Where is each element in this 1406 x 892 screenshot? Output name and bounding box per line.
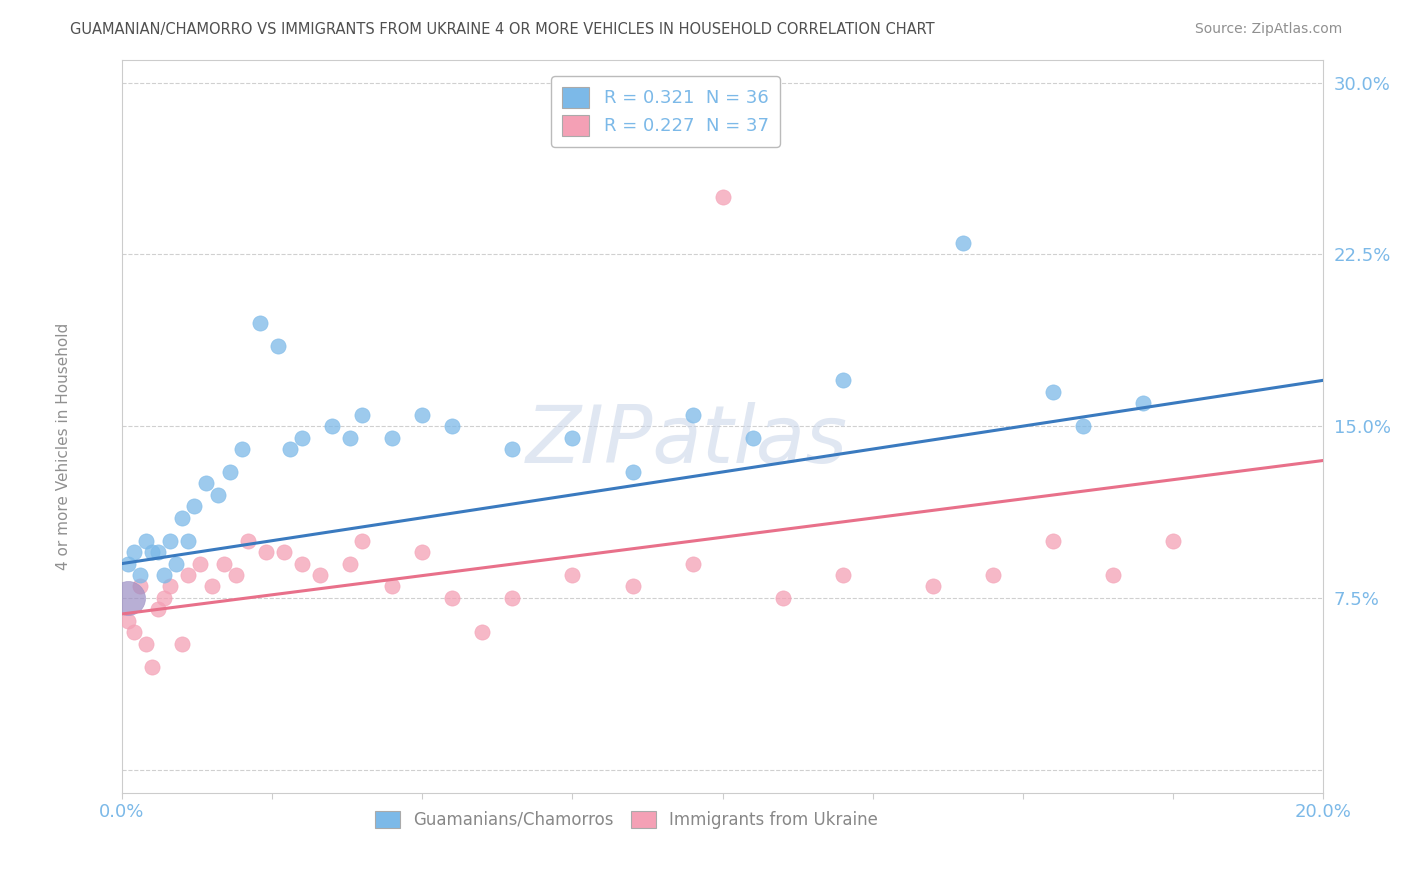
Text: Source: ZipAtlas.com: Source: ZipAtlas.com (1195, 22, 1343, 37)
Point (1102, 568, 1125, 582)
Point (117, 591, 139, 605)
Point (254, 545, 277, 559)
Point (135, 637, 157, 651)
Point (195, 476, 218, 491)
Point (249, 316, 271, 330)
Point (682, 408, 704, 422)
Point (1042, 533, 1064, 548)
Point (129, 579, 152, 593)
Point (183, 500, 205, 514)
Point (141, 545, 163, 559)
Point (1071, 419, 1094, 434)
Text: 4 or more Vehicles in Household: 4 or more Vehicles in Household (56, 322, 70, 570)
Point (141, 659, 163, 673)
Point (441, 419, 464, 434)
Point (831, 373, 853, 387)
Point (122, 545, 145, 559)
Point (225, 568, 247, 582)
Point (561, 568, 583, 582)
Point (267, 339, 290, 353)
Point (339, 557, 361, 571)
Point (621, 579, 644, 593)
Point (117, 614, 139, 628)
Point (309, 568, 332, 582)
Point (621, 465, 644, 479)
Point (981, 568, 1004, 582)
Point (159, 579, 181, 593)
Point (146, 545, 169, 559)
Point (188, 557, 211, 571)
Point (741, 431, 763, 445)
Point (411, 545, 433, 559)
Point (201, 579, 224, 593)
Point (153, 568, 176, 582)
Point (172, 637, 194, 651)
Point (207, 488, 229, 502)
Point (352, 408, 374, 422)
Legend: Guamanians/Chamorros, Immigrants from Ukraine: Guamanians/Chamorros, Immigrants from Uk… (368, 804, 884, 836)
Text: ZIPatlas: ZIPatlas (526, 401, 848, 480)
Point (159, 533, 181, 548)
Point (561, 431, 583, 445)
Point (117, 557, 139, 571)
Point (172, 510, 194, 524)
Point (177, 533, 200, 548)
Point (471, 625, 494, 640)
Point (122, 625, 145, 640)
Point (381, 579, 404, 593)
Point (381, 431, 404, 445)
Point (291, 557, 314, 571)
Point (321, 419, 343, 434)
Point (146, 602, 169, 616)
Point (1132, 396, 1154, 410)
Point (219, 465, 242, 479)
Point (1161, 533, 1184, 548)
Point (682, 557, 704, 571)
Point (238, 533, 260, 548)
Point (831, 568, 853, 582)
Point (129, 568, 152, 582)
Point (501, 591, 523, 605)
Point (273, 545, 295, 559)
Text: GUAMANIAN/CHAMORRO VS IMMIGRANTS FROM UKRAINE 4 OR MORE VEHICLES IN HOUSEHOLD CO: GUAMANIAN/CHAMORRO VS IMMIGRANTS FROM UK… (70, 22, 935, 37)
Point (165, 557, 187, 571)
Point (231, 442, 253, 456)
Point (1042, 384, 1064, 399)
Point (278, 442, 301, 456)
Point (772, 591, 794, 605)
Point (339, 431, 361, 445)
Point (921, 579, 943, 593)
Point (135, 533, 157, 548)
Point (711, 190, 734, 204)
Point (153, 591, 176, 605)
Point (291, 431, 314, 445)
Point (501, 442, 523, 456)
Point (411, 408, 433, 422)
Point (441, 591, 464, 605)
Point (212, 557, 235, 571)
Point (952, 235, 974, 250)
Point (177, 568, 200, 582)
Point (352, 533, 374, 548)
